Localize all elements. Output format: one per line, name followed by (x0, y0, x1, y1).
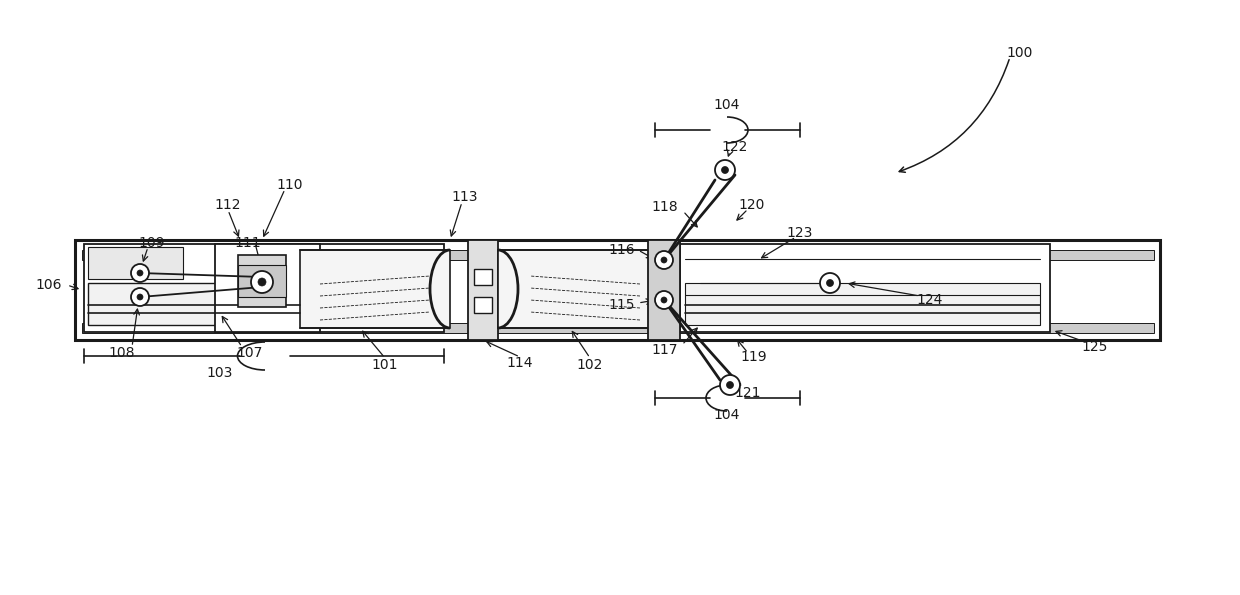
Circle shape (655, 291, 673, 309)
Text: 116: 116 (609, 243, 635, 257)
Bar (238, 255, 286, 307)
Circle shape (250, 271, 273, 293)
Text: 100: 100 (1007, 46, 1033, 60)
Text: 104: 104 (714, 408, 740, 422)
Text: 120: 120 (739, 198, 765, 212)
Text: 106: 106 (36, 278, 62, 292)
Text: 111: 111 (234, 236, 262, 250)
Bar (82, 250, 1154, 260)
Bar (300, 250, 450, 328)
Bar (82, 323, 1154, 333)
Circle shape (720, 375, 740, 395)
Circle shape (655, 251, 673, 269)
Text: 107: 107 (237, 346, 263, 360)
Text: 114: 114 (507, 356, 533, 370)
Bar (474, 297, 492, 313)
Text: 108: 108 (109, 346, 135, 360)
Circle shape (722, 167, 729, 174)
Circle shape (820, 273, 839, 293)
Text: 115: 115 (609, 298, 635, 312)
Text: 122: 122 (722, 140, 748, 154)
Circle shape (661, 297, 667, 303)
Circle shape (661, 257, 667, 263)
Bar (474, 269, 492, 285)
Circle shape (131, 264, 149, 282)
Text: 110: 110 (277, 178, 304, 192)
Text: 125: 125 (1081, 340, 1109, 354)
Bar (238, 265, 286, 297)
Text: 123: 123 (787, 226, 813, 240)
Bar (467, 240, 498, 340)
Text: 103: 103 (207, 366, 233, 380)
Circle shape (136, 294, 143, 300)
Text: 112: 112 (215, 198, 242, 212)
Circle shape (715, 160, 735, 180)
Circle shape (727, 381, 734, 389)
Text: 118: 118 (651, 200, 678, 214)
Text: 124: 124 (916, 293, 944, 307)
Bar (88, 283, 253, 325)
Circle shape (131, 288, 149, 306)
Text: 102: 102 (577, 358, 603, 372)
Text: 119: 119 (740, 350, 768, 364)
Text: 121: 121 (735, 386, 761, 400)
Bar (680, 244, 1050, 332)
Bar (684, 283, 1040, 325)
Text: 104: 104 (714, 98, 740, 112)
Circle shape (258, 278, 267, 286)
Bar (498, 250, 653, 328)
Text: 113: 113 (451, 190, 479, 204)
Text: 117: 117 (651, 343, 678, 357)
Text: 109: 109 (139, 236, 165, 250)
Circle shape (136, 270, 143, 276)
Circle shape (827, 280, 833, 287)
Bar (88, 247, 184, 279)
Bar (649, 240, 680, 340)
Text: 101: 101 (372, 358, 398, 372)
Bar (74, 240, 1159, 340)
Bar (84, 244, 444, 332)
Bar (215, 244, 320, 332)
